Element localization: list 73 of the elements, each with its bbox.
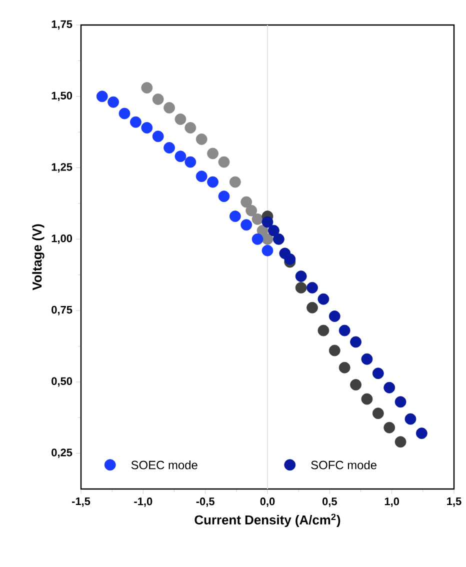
point: [174, 150, 186, 162]
point: [262, 216, 274, 228]
x-tick-label: -0,5: [196, 498, 214, 507]
point: [295, 282, 307, 294]
point: [108, 96, 120, 108]
point: [328, 344, 340, 356]
point: [152, 94, 164, 105]
point: [240, 219, 252, 231]
point: [96, 90, 108, 102]
point: [295, 270, 307, 282]
legend-label: SOEC mode: [131, 460, 198, 470]
point: [318, 324, 330, 336]
point: [272, 233, 284, 245]
point: [328, 310, 340, 322]
y-tick-label: 1,50: [52, 92, 72, 102]
point: [262, 244, 274, 256]
y-tick-label: 1,25: [52, 163, 72, 172]
point: [404, 413, 416, 425]
point: [284, 253, 296, 265]
x-tick-label: 0,0: [260, 498, 275, 507]
point: [361, 353, 373, 365]
point: [306, 282, 318, 294]
point: [416, 428, 428, 440]
point: [318, 293, 330, 305]
point: [252, 213, 264, 225]
x-tick-label: 1,5: [447, 498, 462, 507]
point: [361, 393, 373, 405]
point: [229, 210, 241, 222]
point: [338, 362, 350, 374]
point: [350, 379, 362, 390]
point: [268, 224, 280, 236]
point: [372, 368, 384, 380]
point: [130, 116, 142, 128]
legend-label: SOFC mode: [311, 460, 376, 470]
point: [262, 233, 274, 245]
point: [246, 204, 258, 216]
point: [207, 176, 218, 188]
point: [141, 82, 153, 94]
x-tick-label: 1,0: [384, 498, 399, 507]
point: [218, 190, 230, 202]
y-tick-label: 0,50: [52, 377, 72, 387]
point: [394, 436, 406, 448]
point: [164, 142, 175, 154]
y-tick-label: 1,00: [52, 234, 72, 244]
point: [164, 102, 175, 114]
y-axis-title: Voltage (V): [32, 224, 44, 290]
point: [218, 156, 230, 168]
point: [196, 134, 208, 145]
point: [118, 108, 130, 120]
point: [338, 324, 350, 336]
point: [350, 336, 362, 348]
point: [141, 122, 153, 134]
point: [394, 396, 406, 408]
x-tick-label: -1,0: [134, 498, 152, 507]
y-tick-label: 1,75: [52, 20, 72, 30]
y-tick-label: 0,25: [52, 448, 72, 458]
point: [240, 196, 252, 208]
point: [372, 408, 384, 420]
point: [152, 130, 164, 142]
point: [184, 122, 196, 134]
point: [229, 176, 241, 188]
point: [196, 170, 208, 182]
point: [207, 148, 218, 160]
point: [384, 382, 396, 394]
x-tick-label: 0,5: [322, 498, 337, 507]
point: [174, 114, 186, 125]
point: [252, 233, 264, 245]
x-axis-title: Current Density (A/cm$^{2}$): [194, 514, 340, 528]
point: [384, 422, 396, 434]
x-tick-label: -1,5: [72, 498, 90, 507]
point: [184, 156, 196, 168]
y-tick-label: 0,75: [52, 306, 72, 316]
point: [306, 302, 318, 314]
